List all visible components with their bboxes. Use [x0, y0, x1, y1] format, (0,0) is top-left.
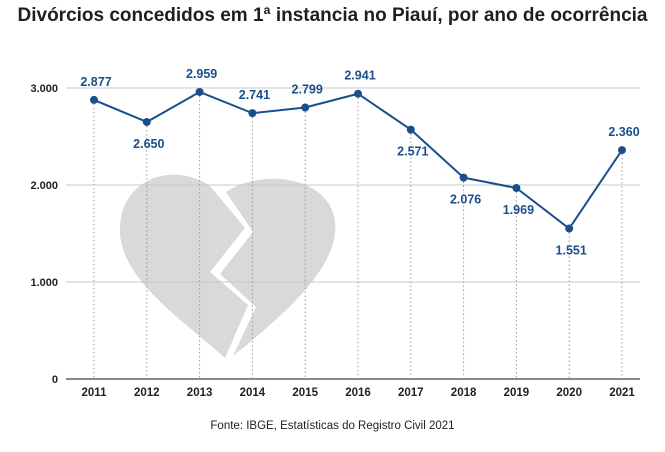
data-point-2018: [459, 173, 468, 182]
chart-title: Divórcios concedidos em 1ª instancia no …: [17, 5, 648, 26]
data-point-2020: [565, 224, 574, 233]
y-axis-ticks: 0 1.000 2.000 3.000: [30, 83, 58, 386]
data-label-2019: 1.969: [503, 203, 534, 217]
y-tick-label-1000: 1.000: [30, 277, 58, 289]
y-tick-label-3000: 3.000: [30, 83, 58, 95]
x-tick-label-2013: 2013: [187, 387, 213, 399]
x-tick-label-2017: 2017: [398, 387, 424, 399]
data-label-2018: 2.076: [450, 193, 481, 207]
x-axis-ticks: 2011 2012 2013 2014 2015 2016 2017 2018 2019 2020…: [82, 387, 636, 399]
x-tick-label-2021: 2021: [609, 387, 635, 399]
data-point-2016: [354, 89, 362, 98]
data-label-2016: 2.941: [344, 69, 375, 83]
broken-heart-icon: [119, 174, 336, 358]
data-label-2017: 2.571: [397, 145, 428, 159]
data-label-2011: 2.877: [80, 75, 111, 89]
x-tick-label-2018: 2018: [451, 387, 477, 399]
drop-lines: [93, 91, 623, 379]
data-label-2014: 2.741: [239, 88, 270, 102]
data-point-2013: [195, 87, 204, 96]
data-label-2013: 2.959: [186, 67, 217, 81]
data-label-2012: 2.650: [133, 137, 164, 151]
data-point-2014: [248, 109, 257, 118]
x-tick-label-2012: 2012: [134, 387, 160, 399]
data-point-2011: [90, 95, 98, 104]
data-point-2017: [406, 125, 415, 134]
y-tick-label-0: 0: [52, 374, 58, 386]
data-label-2020: 1.551: [556, 244, 587, 258]
gridlines: [66, 87, 640, 380]
data-label-2015: 2.799: [292, 82, 323, 96]
broken-heart-right-half: [220, 178, 336, 356]
x-tick-label-2011: 2011: [82, 387, 108, 399]
x-tick-label-2020: 2020: [556, 387, 582, 399]
data-point-2021: [618, 146, 626, 155]
data-point-2012: [142, 117, 151, 126]
data-labels: 2.877 2.650 2.959 2.741 2.799 2.941 2.571 2.076…: [80, 67, 639, 258]
source-note: Fonte: IBGE, Estatísticas do Registro Ci…: [210, 420, 455, 432]
data-points: [90, 87, 626, 233]
data-label-2021: 2.360: [608, 125, 639, 139]
data-point-2019: [512, 184, 521, 193]
data-point-2015: [301, 103, 310, 112]
x-tick-label-2015: 2015: [292, 387, 318, 399]
y-tick-label-2000: 2.000: [30, 180, 58, 192]
x-tick-label-2016: 2016: [345, 387, 371, 399]
x-tick-label-2019: 2019: [504, 387, 530, 399]
x-tick-label-2014: 2014: [240, 387, 266, 399]
broken-heart-left-half: [119, 174, 248, 358]
